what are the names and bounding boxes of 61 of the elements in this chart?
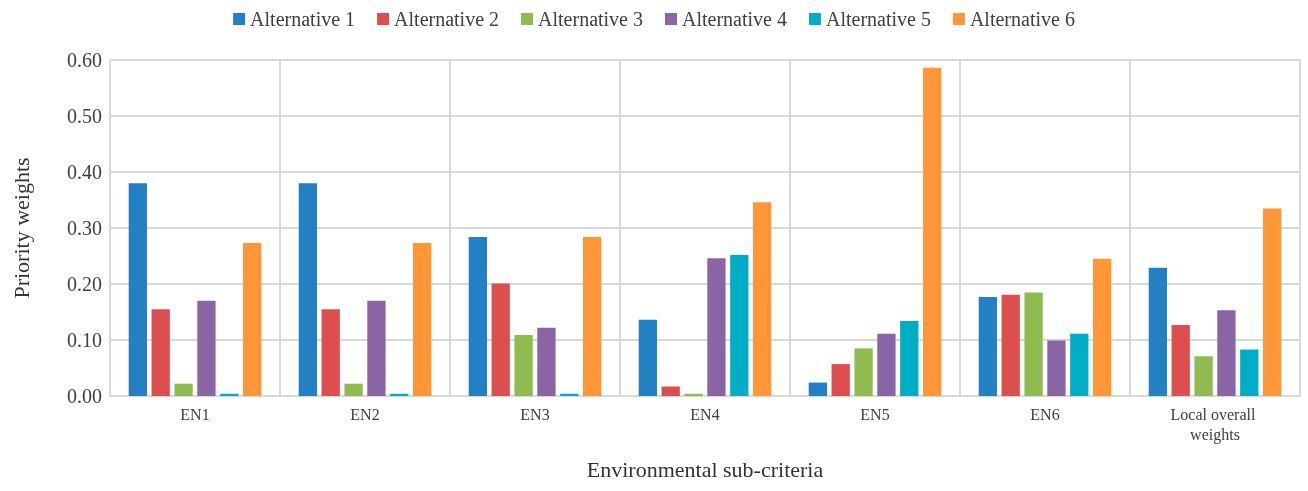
bar (638, 319, 657, 396)
bar (1047, 340, 1066, 396)
y-tick-label: 0.40 (67, 161, 102, 183)
bar (661, 386, 680, 396)
bar (730, 254, 749, 396)
bar (978, 296, 997, 396)
bar (151, 309, 170, 396)
bar (298, 183, 317, 396)
bar (174, 383, 193, 396)
bar (1171, 324, 1190, 396)
y-tick-label: 0.20 (67, 273, 102, 295)
x-axis-title: Environmental sub-criteria (586, 456, 824, 482)
bar (684, 393, 703, 396)
bar (413, 243, 432, 396)
bar (468, 236, 487, 396)
bar (367, 300, 386, 396)
bar (1093, 258, 1112, 396)
y-tick-label: 0.50 (67, 105, 102, 127)
bar (128, 183, 147, 396)
y-tick-label: 0.30 (67, 217, 102, 239)
bar (707, 258, 726, 396)
y-axis-title: Priority weights (8, 157, 34, 299)
bar (537, 327, 556, 396)
bar (1070, 333, 1089, 396)
bar (321, 309, 340, 396)
bar (514, 334, 533, 396)
x-tick-label: EN4 (690, 405, 720, 423)
bar (900, 320, 919, 396)
x-tick-label: Local overall weights (1170, 405, 1260, 444)
bar (1263, 208, 1282, 396)
bar (753, 202, 772, 396)
bar (808, 382, 827, 396)
x-tick-label: EN1 (180, 405, 210, 423)
bar (1194, 356, 1213, 396)
bar (1024, 292, 1043, 396)
bar (243, 243, 262, 396)
bar (1240, 349, 1259, 396)
legend-label: Alternative 5 (825, 8, 931, 30)
bar (877, 333, 896, 396)
bar (1148, 267, 1167, 396)
bar (1217, 310, 1236, 396)
bar (344, 383, 363, 396)
bar (923, 67, 942, 396)
legend-label: Alternative 4 (682, 8, 787, 30)
y-tick-label: 0.60 (67, 49, 102, 71)
legend-label: Alternative 1 (250, 8, 356, 30)
x-tick-label: EN2 (350, 405, 380, 423)
x-tick-label: EN5 (860, 405, 890, 423)
bar (197, 300, 216, 396)
bar (583, 236, 602, 396)
y-tick-label: 0.00 (67, 385, 102, 407)
bar (854, 348, 873, 396)
bar (491, 283, 510, 396)
legend-label: Alternative 6 (969, 8, 1075, 30)
x-tick-label: EN6 (1030, 405, 1060, 423)
bar (831, 364, 850, 396)
legend-label: Alternative 2 (394, 8, 500, 30)
y-tick-label: 0.10 (67, 329, 102, 351)
legend-label: Alternative 3 (538, 8, 644, 30)
bar (1001, 294, 1020, 396)
x-tick-label: EN3 (520, 405, 550, 423)
